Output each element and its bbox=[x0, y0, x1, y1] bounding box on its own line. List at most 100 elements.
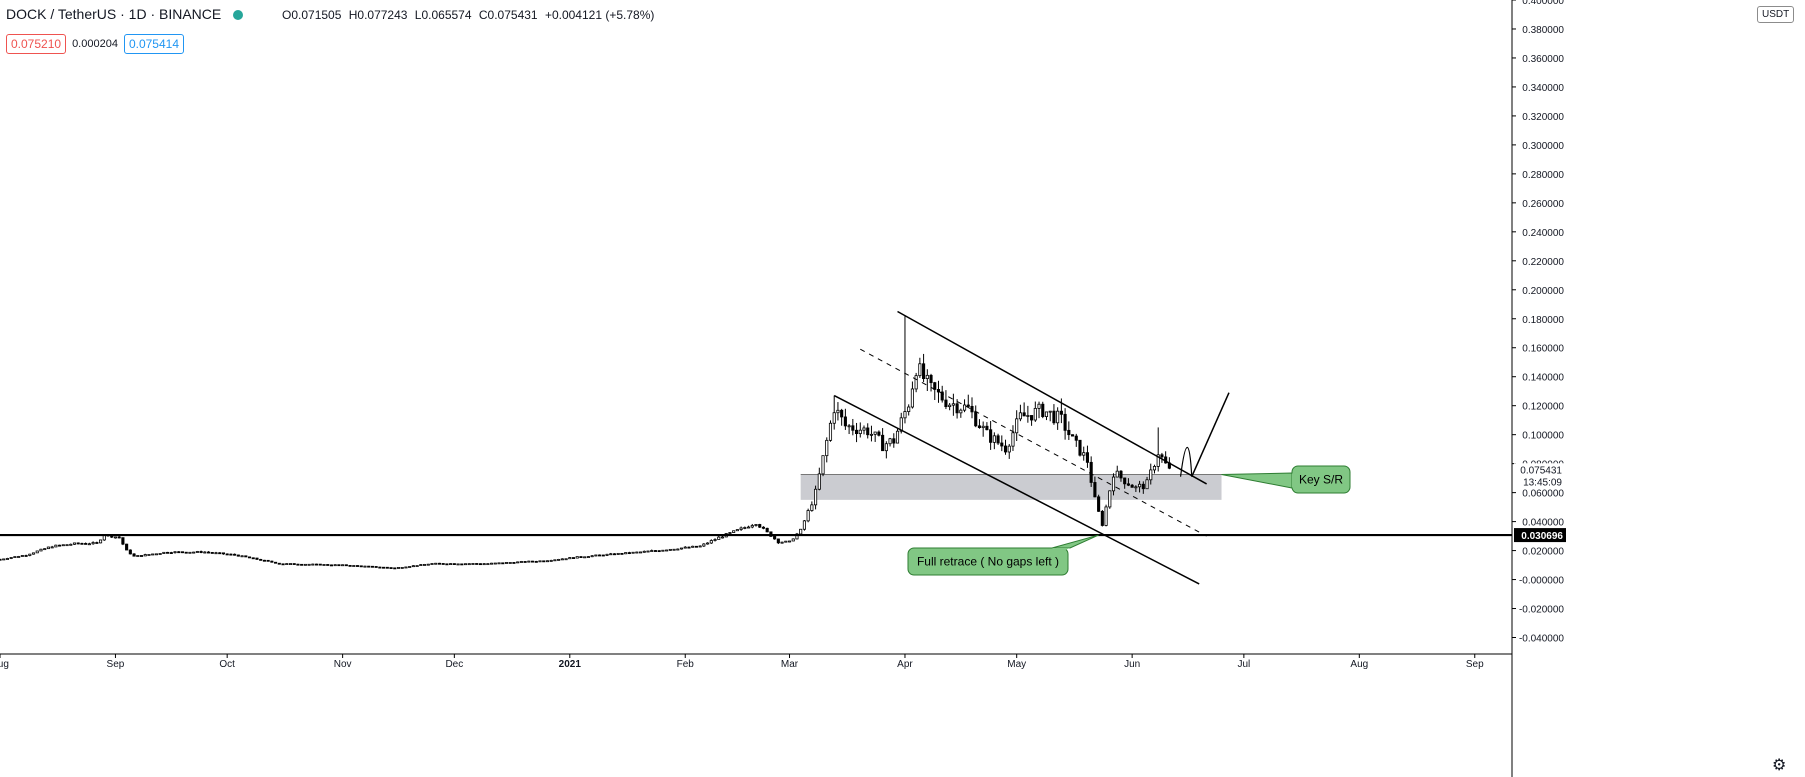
trendline-0[interactable] bbox=[897, 310, 1207, 485]
candle-body bbox=[307, 563, 311, 566]
candle-body bbox=[825, 439, 829, 457]
time-tick-label: May bbox=[1007, 659, 1026, 670]
price-tick-label: 0.040000 bbox=[1522, 518, 1564, 529]
candle-body bbox=[1156, 454, 1160, 467]
candle-body bbox=[989, 429, 993, 443]
candle-body bbox=[1015, 418, 1019, 434]
callout-key-s-r[interactable]: Key S/R bbox=[1221, 465, 1351, 494]
candle-body bbox=[437, 562, 442, 565]
currency-label[interactable]: USDT bbox=[1757, 6, 1795, 23]
candle-body bbox=[54, 544, 58, 548]
candle-body bbox=[363, 565, 367, 568]
candle-body bbox=[218, 552, 222, 555]
time-tick-label: Dec bbox=[445, 659, 463, 670]
candle-body bbox=[590, 555, 594, 558]
sell-button[interactable]: 0.075210 bbox=[6, 34, 67, 54]
projection-arc[interactable] bbox=[1179, 446, 1193, 477]
candle-body bbox=[706, 542, 710, 545]
candle-body bbox=[910, 388, 914, 408]
candle-body bbox=[922, 363, 926, 380]
candle-body bbox=[50, 546, 54, 549]
candle-body bbox=[2, 558, 6, 561]
candle-body bbox=[843, 416, 847, 427]
candle-body bbox=[58, 544, 62, 547]
time-tick-label: Aug bbox=[1350, 659, 1368, 670]
candle-body bbox=[1130, 484, 1134, 488]
candle-body bbox=[516, 561, 520, 564]
candle-body bbox=[1123, 477, 1127, 485]
candle-body bbox=[84, 543, 88, 545]
callout-full-retrace-no-gaps-left[interactable]: Full retrace ( No gaps left ) bbox=[907, 534, 1099, 576]
candle-body bbox=[20, 555, 24, 557]
candle-body bbox=[1056, 410, 1060, 424]
candle-body bbox=[612, 553, 617, 556]
candle-body bbox=[601, 554, 605, 557]
candle-body bbox=[43, 548, 47, 551]
candle-body bbox=[545, 560, 550, 563]
candle-body bbox=[627, 552, 631, 554]
time-tick-label: Nov bbox=[334, 659, 352, 670]
candle-body bbox=[579, 556, 583, 559]
candle-body bbox=[348, 564, 352, 567]
candle-body bbox=[259, 558, 263, 561]
candle-body bbox=[1074, 435, 1078, 441]
candle-body bbox=[881, 434, 885, 452]
candle-body bbox=[702, 543, 706, 547]
candle-body bbox=[936, 389, 941, 393]
candle-body bbox=[13, 556, 17, 559]
candle-body bbox=[203, 551, 207, 554]
candle-body bbox=[1052, 410, 1056, 424]
candle-body bbox=[311, 563, 315, 566]
candle-body bbox=[169, 552, 173, 554]
candle-body bbox=[504, 562, 509, 564]
callout-text: Key S/R bbox=[1299, 473, 1343, 487]
candle-body bbox=[694, 545, 698, 548]
candle-body bbox=[929, 374, 933, 384]
candle-body bbox=[400, 567, 404, 569]
candle-body bbox=[571, 557, 576, 559]
low-value: L0.065574 bbox=[414, 8, 472, 22]
candle-body bbox=[1152, 466, 1157, 471]
candle-body bbox=[255, 557, 259, 560]
price-tick-label: 0.140000 bbox=[1522, 373, 1564, 384]
price-axis: 0.400000 0.380000 0.360000 0.340000 0.320000… bbox=[1511, 0, 1568, 777]
candle-body bbox=[635, 551, 639, 554]
candle-body bbox=[761, 526, 766, 529]
candle-body bbox=[609, 553, 613, 556]
candle-body bbox=[720, 536, 725, 539]
candle-body bbox=[892, 438, 896, 444]
candle-body bbox=[69, 543, 73, 546]
trendline-1[interactable] bbox=[833, 394, 1200, 585]
candle-body bbox=[1041, 403, 1045, 417]
candle-body bbox=[523, 561, 527, 563]
candle-body bbox=[236, 554, 240, 557]
gear-icon[interactable]: ⚙ bbox=[1772, 757, 1787, 774]
candle-body bbox=[210, 552, 214, 554]
candle-body bbox=[974, 411, 978, 427]
candle-body bbox=[28, 553, 32, 556]
time-tick-label: Apr bbox=[897, 659, 913, 670]
candle-body bbox=[303, 563, 307, 566]
candle-body bbox=[1022, 412, 1026, 417]
price-tick-label: 0.240000 bbox=[1522, 228, 1564, 239]
candle-body bbox=[31, 552, 36, 555]
candle-body bbox=[557, 559, 561, 561]
candle-body bbox=[940, 391, 944, 401]
trendline-2[interactable] bbox=[860, 348, 1207, 537]
trendline-3[interactable] bbox=[1191, 392, 1230, 477]
candle-body bbox=[445, 563, 449, 566]
buy-button[interactable]: 0.075414 bbox=[123, 34, 185, 54]
candle-body bbox=[862, 427, 866, 431]
candle-body bbox=[698, 545, 702, 548]
candle-body bbox=[471, 563, 475, 565]
candle-body bbox=[709, 540, 713, 544]
candle-body bbox=[486, 563, 490, 566]
symbol-title[interactable]: DOCK / TetherUS · 1D · BINANCE bbox=[6, 6, 222, 22]
candle-body bbox=[497, 562, 501, 565]
candle-body bbox=[776, 538, 780, 544]
candle-body bbox=[1037, 403, 1041, 409]
candle-body bbox=[605, 553, 609, 556]
candle-body bbox=[799, 528, 803, 535]
support-price-tag[interactable] bbox=[1514, 528, 1566, 543]
